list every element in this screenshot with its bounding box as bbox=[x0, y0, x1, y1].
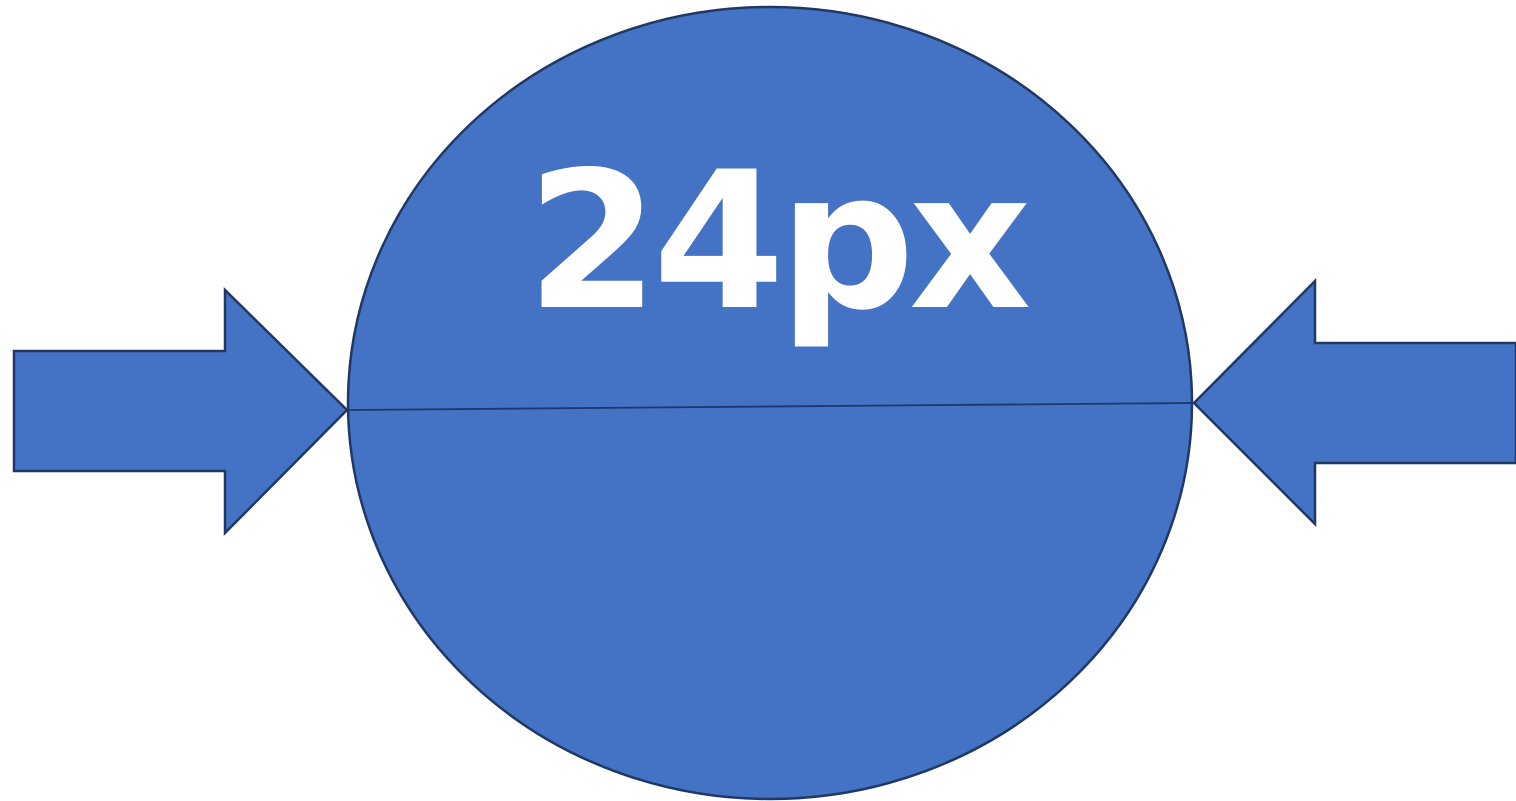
diameter-line bbox=[347, 402, 1194, 411]
right-arrow-icon bbox=[1192, 277, 1516, 528]
circle-shape bbox=[346, 5, 1194, 801]
left-arrow-icon bbox=[12, 287, 349, 537]
size-label: 24px bbox=[527, 131, 1029, 352]
